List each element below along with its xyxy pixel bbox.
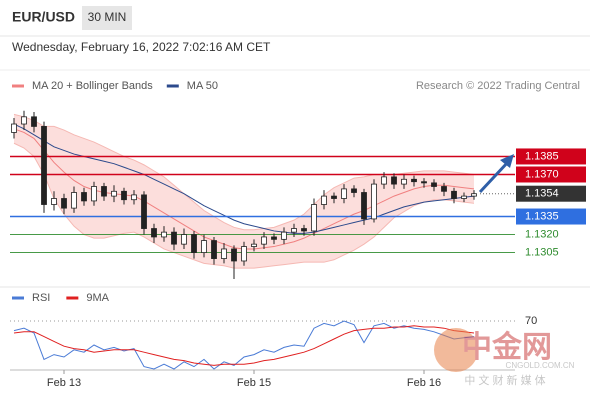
candle-body bbox=[361, 192, 367, 220]
forecast-arrow bbox=[478, 160, 510, 194]
x-tick-label: Feb 15 bbox=[237, 377, 271, 389]
candle-body bbox=[411, 178, 417, 183]
timestamp: Wednesday, February 16, 2022 7:02:16 AM … bbox=[12, 40, 271, 54]
candle-body bbox=[71, 192, 77, 209]
legend-label: MA 20 + Bollinger Bands bbox=[32, 80, 153, 92]
candle-body bbox=[351, 188, 357, 193]
level-label: 1.1370 bbox=[525, 168, 559, 180]
x-tick-label: Feb 16 bbox=[407, 377, 441, 389]
candle-body bbox=[451, 190, 457, 199]
candle-body bbox=[171, 231, 177, 245]
legend-label: RSI bbox=[32, 292, 50, 304]
x-tick-label: Feb 13 bbox=[47, 377, 81, 389]
candle-body bbox=[431, 182, 437, 187]
watermark-logo bbox=[434, 328, 478, 372]
watermark-site: CNGOLD.COM.CN bbox=[506, 361, 575, 370]
timeframe-badge[interactable] bbox=[82, 6, 132, 30]
candle-body bbox=[91, 186, 97, 202]
indicator-line bbox=[13, 325, 475, 366]
candle-body bbox=[41, 126, 47, 205]
credit: Research © 2022 Trading Central bbox=[416, 80, 580, 92]
timeframe[interactable]: 30 MIN bbox=[88, 10, 127, 24]
level-box bbox=[516, 166, 586, 183]
level-label: 1.1335 bbox=[525, 210, 559, 222]
bollinger-band bbox=[14, 114, 474, 269]
candle-body bbox=[11, 123, 17, 133]
candle-body bbox=[141, 194, 147, 229]
candle-body bbox=[161, 231, 167, 238]
level-box bbox=[516, 185, 586, 202]
candle-body bbox=[121, 190, 127, 201]
candle-body bbox=[111, 190, 117, 197]
band-edge bbox=[13, 142, 475, 269]
candle-body bbox=[261, 236, 267, 245]
candle-body bbox=[131, 194, 137, 201]
candle-body bbox=[281, 231, 287, 240]
candle-body bbox=[441, 186, 447, 192]
candle-body bbox=[181, 234, 187, 245]
candle-body bbox=[211, 240, 217, 259]
candle-body bbox=[251, 243, 257, 247]
candle-body bbox=[381, 176, 387, 185]
candle-body bbox=[81, 192, 87, 202]
watermark-brand: 中金网 bbox=[462, 330, 552, 364]
candle-body bbox=[291, 228, 297, 233]
level-label: 1.1354 bbox=[525, 188, 559, 200]
watermark: 中金网 CNGOLD.COM.CN 中 文 财 新 媒 体 bbox=[434, 328, 575, 387]
candle-body bbox=[241, 246, 247, 262]
watermark-tagline: 中 文 财 新 媒 体 bbox=[464, 373, 545, 387]
candle-body bbox=[201, 240, 207, 253]
candle-body bbox=[301, 228, 307, 232]
candle-body bbox=[101, 186, 107, 197]
candle-body bbox=[221, 248, 227, 259]
candle-body bbox=[401, 178, 407, 185]
candle-body bbox=[391, 176, 397, 185]
candle-body bbox=[231, 248, 237, 262]
candle-body bbox=[421, 181, 427, 184]
level-label: 1.1320 bbox=[525, 228, 559, 240]
candle-body bbox=[51, 198, 57, 205]
ma50-line bbox=[13, 123, 475, 234]
candle-body bbox=[21, 116, 27, 125]
candle-body bbox=[61, 198, 67, 209]
candle-body bbox=[371, 183, 377, 220]
candle-body bbox=[461, 195, 467, 199]
y-tick-label: 70 bbox=[525, 315, 537, 327]
arrow-head bbox=[500, 154, 514, 168]
symbol: EUR/USD bbox=[12, 9, 75, 25]
level-box bbox=[516, 208, 586, 225]
level-label: 1.1385 bbox=[525, 150, 559, 162]
legend-label: MA 50 bbox=[187, 80, 218, 92]
candle-body bbox=[151, 228, 157, 238]
legend-label: 9MA bbox=[86, 292, 109, 304]
candle-body bbox=[331, 195, 337, 199]
candle-body bbox=[271, 236, 277, 240]
candle-body bbox=[471, 193, 477, 197]
candle-body bbox=[311, 204, 317, 232]
candle-body bbox=[321, 195, 327, 205]
candle-body bbox=[191, 234, 197, 253]
candle-body bbox=[341, 188, 347, 199]
level-label: 1.1305 bbox=[525, 246, 559, 258]
candle-body bbox=[31, 116, 37, 127]
level-box bbox=[516, 148, 586, 165]
